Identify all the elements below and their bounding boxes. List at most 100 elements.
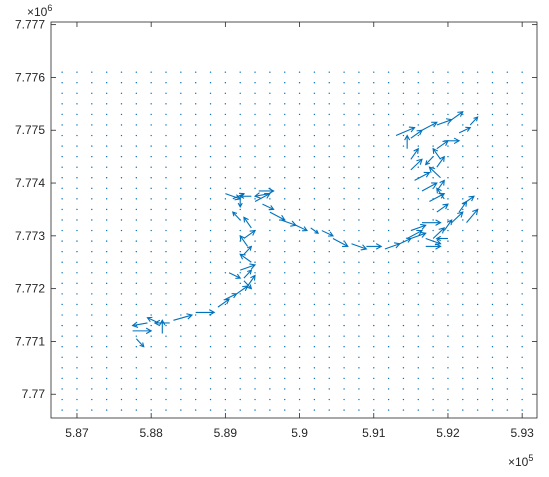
grid-point [506, 187, 509, 190]
grid-point [313, 92, 316, 94]
grid-point [358, 240, 360, 242]
grid-point [313, 367, 316, 369]
grid-point [358, 250, 360, 253]
grid-point [224, 219, 227, 221]
arrow [310, 227, 320, 234]
arrow-head [465, 126, 472, 132]
grid-point [91, 198, 93, 200]
grid-point [105, 282, 108, 285]
grid-point [61, 388, 63, 390]
arrow [217, 298, 231, 308]
x-exponent-power: 5 [528, 453, 533, 463]
grid-point [358, 198, 360, 200]
grid-point [194, 293, 197, 295]
grid-point [61, 272, 63, 274]
grid-point [417, 388, 419, 390]
grid-point [61, 71, 63, 73]
arrow [135, 338, 145, 348]
arrow [458, 126, 472, 134]
grid-point [462, 187, 464, 190]
grid-point [432, 261, 434, 263]
arrow-shaft [410, 148, 419, 160]
grid-point [521, 124, 523, 126]
grid-point [120, 219, 123, 221]
grid-point [165, 335, 167, 337]
grid-point [120, 187, 123, 190]
grid-point [194, 314, 197, 316]
grid-point [491, 103, 494, 105]
grid-point [373, 219, 375, 221]
arrow-shaft [280, 219, 297, 226]
grid-point [328, 409, 330, 411]
grid-point [417, 377, 419, 380]
grid-point [447, 356, 449, 358]
grid-point [432, 103, 434, 105]
grid-point [343, 229, 345, 232]
arrow [451, 111, 464, 121]
grid-point [194, 398, 197, 401]
grid-point [387, 113, 390, 116]
grid-point [462, 398, 464, 401]
grid-point [417, 71, 419, 73]
grid-point [298, 356, 301, 358]
grid-point [328, 240, 330, 242]
grid-point [313, 82, 316, 84]
grid-point [165, 346, 167, 348]
arrow-head [235, 273, 242, 279]
grid-point [150, 208, 152, 211]
grid-point [462, 303, 464, 306]
grid-point [269, 71, 271, 73]
grid-point [194, 124, 197, 126]
grid-point [61, 134, 63, 137]
grid-point [209, 177, 212, 179]
grid-point [328, 82, 330, 84]
grid-point [447, 177, 449, 179]
grid-point [373, 367, 375, 369]
grid-point [254, 177, 256, 179]
grid-point [194, 103, 197, 105]
arrow [232, 211, 241, 221]
grid-point [91, 134, 93, 137]
grid-point [269, 324, 271, 327]
grid-point [239, 250, 241, 253]
grid-point [284, 103, 286, 105]
grid-point [135, 250, 138, 253]
grid-point [521, 219, 523, 221]
grid-point [402, 82, 405, 84]
grid-point [76, 187, 78, 190]
grid-point [105, 409, 108, 411]
grid-point [105, 71, 108, 73]
grid-point [209, 409, 212, 411]
arrow-shaft [225, 193, 241, 200]
grid-point [402, 398, 405, 401]
grid-point [387, 198, 390, 200]
grid-point [402, 335, 405, 337]
grid-point [105, 367, 108, 369]
grid-point [254, 282, 256, 285]
grid-point [358, 71, 360, 73]
grid-point [432, 113, 434, 116]
grid-point [91, 377, 93, 380]
grid-point [343, 335, 345, 337]
arrow [404, 134, 411, 149]
grid-point [313, 377, 316, 380]
grid-point [476, 335, 479, 337]
grid-point [150, 113, 152, 116]
grid-point [76, 166, 78, 168]
grid-point [462, 145, 464, 147]
grid-point [105, 134, 108, 137]
grid-point [298, 409, 301, 411]
grid-point [284, 229, 286, 232]
grid-point [313, 324, 316, 327]
grid-point [284, 367, 286, 369]
grid-point [135, 229, 138, 232]
grid-point [180, 346, 182, 348]
grid-point [521, 113, 523, 116]
grid-point [328, 398, 330, 401]
arrow-head [445, 118, 453, 125]
grid-point [209, 272, 212, 274]
grid-point [105, 208, 108, 211]
grid-point [476, 71, 479, 73]
grid-point [135, 208, 138, 211]
